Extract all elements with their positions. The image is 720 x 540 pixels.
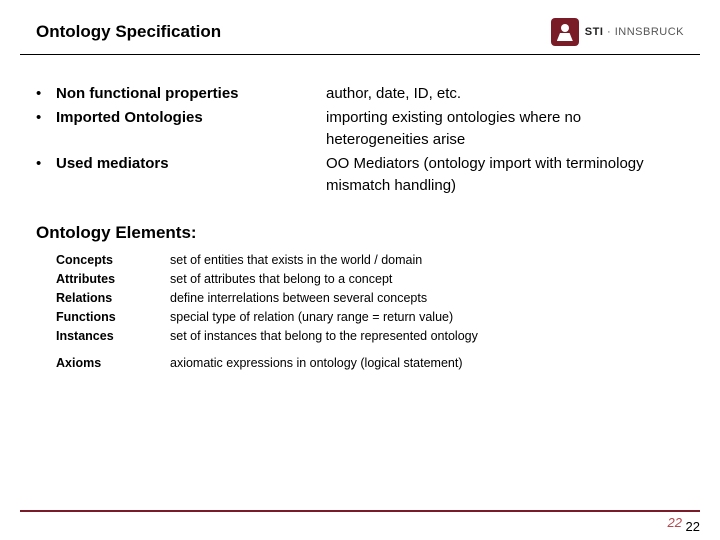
element-term: Instances <box>56 327 170 345</box>
main-row: • Non functional properties author, date… <box>36 83 684 105</box>
element-row: Instances set of instances that belong t… <box>36 327 684 345</box>
logo-sep: · <box>603 26 614 38</box>
element-row: Functions special type of relation (unar… <box>36 308 684 326</box>
logo-text: STI · INNSBRUCK <box>585 26 684 38</box>
bullet-icon: • <box>36 83 56 105</box>
logo-sub: INNSBRUCK <box>615 26 684 38</box>
element-term: Axioms <box>56 354 170 372</box>
element-term: Attributes <box>56 270 170 288</box>
logo: STI · INNSBRUCK <box>551 18 684 46</box>
main-desc: author, date, ID, etc. <box>326 83 684 105</box>
element-desc: axiomatic expressions in ontology (logic… <box>170 354 684 372</box>
element-row: Axioms axiomatic expressions in ontology… <box>36 354 684 372</box>
main-term: Used mediators <box>56 153 169 175</box>
element-desc: special type of relation (unary range = … <box>170 308 684 326</box>
slide-content: • Non functional properties author, date… <box>0 55 720 372</box>
page-number: 22 <box>686 519 700 534</box>
element-desc: set of instances that belong to the repr… <box>170 327 684 345</box>
element-term: Relations <box>56 289 170 307</box>
slide-header: Ontology Specification STI · INNSBRUCK <box>0 0 720 54</box>
main-desc: importing existing ontologies where no h… <box>326 107 684 151</box>
element-row: Attributes set of attributes that belong… <box>36 270 684 288</box>
section-heading: Ontology Elements: <box>36 223 684 243</box>
element-desc: set of attributes that belong to a conce… <box>170 270 684 288</box>
element-desc: define interrelations between several co… <box>170 289 684 307</box>
main-term: Imported Ontologies <box>56 107 203 129</box>
logo-icon <box>551 18 579 46</box>
main-term: Non functional properties <box>56 83 239 105</box>
bullet-icon: • <box>36 153 56 175</box>
bullet-icon: • <box>36 107 56 129</box>
element-term: Concepts <box>56 251 170 269</box>
page-number-watermark: 22 <box>668 515 682 530</box>
element-desc: set of entities that exists in the world… <box>170 251 684 269</box>
main-row: • Imported Ontologies importing existing… <box>36 107 684 151</box>
element-row: Relations define interrelations between … <box>36 289 684 307</box>
logo-brand: STI <box>585 26 604 38</box>
main-row: • Used mediators OO Mediators (ontology … <box>36 153 684 197</box>
main-desc: OO Mediators (ontology import with termi… <box>326 153 684 197</box>
element-term: Functions <box>56 308 170 326</box>
slide-title: Ontology Specification <box>36 22 221 42</box>
footer-rule <box>20 510 700 512</box>
element-row: Concepts set of entities that exists in … <box>36 251 684 269</box>
